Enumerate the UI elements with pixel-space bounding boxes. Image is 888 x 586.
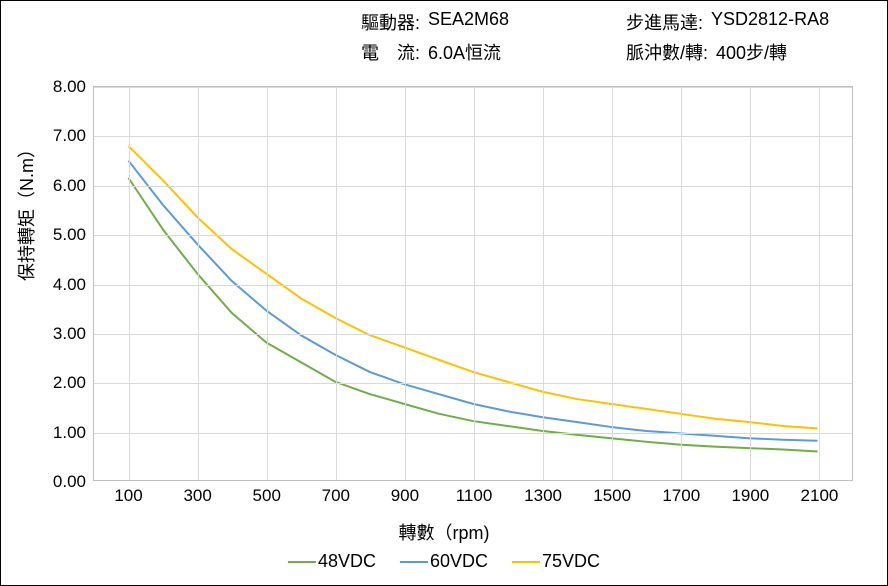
gridline-h <box>94 186 852 187</box>
gridline-v <box>612 87 613 480</box>
x-axis-label: 轉數（rpm) <box>399 519 490 545</box>
current-field: 電 流: 6.0A恒流 <box>361 39 626 65</box>
gridline-h <box>94 87 852 88</box>
y-tick-label: 2.00 <box>53 373 94 393</box>
chart-lines <box>94 87 852 480</box>
gridline-v <box>405 87 406 480</box>
x-tick-label: 1900 <box>731 480 769 506</box>
gridline-v <box>267 87 268 480</box>
gridline-h <box>94 334 852 335</box>
pulses-label: 脈沖數/轉: <box>626 39 708 65</box>
y-tick-label: 8.00 <box>53 77 94 97</box>
y-tick-label: 4.00 <box>53 275 94 295</box>
y-axis-label: 保持轉矩（N.m） <box>13 140 39 281</box>
header-row-1: 驅動器: SEA2M68 步進馬達: YSD2812-RA8 <box>1 9 887 35</box>
current-label: 電 流: <box>361 39 420 65</box>
legend-swatch <box>512 561 540 563</box>
gridline-h <box>94 383 852 384</box>
motor-value: YSD2812-RA8 <box>711 9 829 35</box>
legend-swatch <box>288 561 316 563</box>
x-tick-label: 300 <box>183 480 211 506</box>
gridline-h <box>94 433 852 434</box>
gridline-h <box>94 136 852 137</box>
gridline-v <box>750 87 751 480</box>
x-tick-label: 1300 <box>524 480 562 506</box>
legend-swatch <box>400 561 428 563</box>
gridline-h <box>94 235 852 236</box>
motor-field: 步進馬達: YSD2812-RA8 <box>626 9 829 35</box>
header-row-2: 電 流: 6.0A恒流 脈沖數/轉: 400步/轉 <box>1 39 887 65</box>
x-tick-label: 2100 <box>801 480 839 506</box>
driver-value: SEA2M68 <box>428 9 509 35</box>
gridline-v <box>336 87 337 480</box>
gridline-v <box>681 87 682 480</box>
gridline-v <box>819 87 820 480</box>
gridline-v <box>543 87 544 480</box>
chart-container: 驅動器: SEA2M68 步進馬達: YSD2812-RA8 電 流: 6.0A… <box>0 0 888 586</box>
y-tick-label: 3.00 <box>53 324 94 344</box>
gridline-v <box>474 87 475 480</box>
driver-field: 驅動器: SEA2M68 <box>361 9 626 35</box>
legend-label: 75VDC <box>542 551 600 572</box>
gridline-v <box>129 87 130 480</box>
series-line-48VDC <box>128 178 817 452</box>
y-tick-label: 5.00 <box>53 225 94 245</box>
x-tick-label: 1700 <box>662 480 700 506</box>
legend: 48VDC 60VDC 75VDC <box>288 551 600 572</box>
series-line-60VDC <box>128 161 817 441</box>
y-tick-label: 1.00 <box>53 423 94 443</box>
x-tick-label: 1100 <box>456 480 493 506</box>
y-tick-label: 0.00 <box>53 472 94 492</box>
y-tick-label: 6.00 <box>53 176 94 196</box>
pulses-field: 脈沖數/轉: 400步/轉 <box>626 39 787 65</box>
x-tick-label: 500 <box>253 480 281 506</box>
x-tick-label: 1500 <box>593 480 631 506</box>
plot-area: 0.001.002.003.004.005.006.007.008.001003… <box>93 86 853 481</box>
legend-label: 60VDC <box>430 551 488 572</box>
pulses-value: 400步/轉 <box>716 39 787 65</box>
legend-item-48VDC: 48VDC <box>288 551 376 572</box>
driver-label: 驅動器: <box>361 9 420 35</box>
chart-area: 0.001.002.003.004.005.006.007.008.001003… <box>93 86 853 481</box>
header: 驅動器: SEA2M68 步進馬達: YSD2812-RA8 電 流: 6.0A… <box>1 9 887 65</box>
legend-item-75VDC: 75VDC <box>512 551 600 572</box>
gridline-h <box>94 285 852 286</box>
gridline-v <box>198 87 199 480</box>
current-value: 6.0A恒流 <box>428 39 501 65</box>
x-tick-label: 700 <box>322 480 350 506</box>
series-line-75VDC <box>128 146 817 428</box>
x-tick-label: 900 <box>391 480 419 506</box>
legend-label: 48VDC <box>318 551 376 572</box>
legend-item-60VDC: 60VDC <box>400 551 488 572</box>
y-tick-label: 7.00 <box>53 126 94 146</box>
motor-label: 步進馬達: <box>626 9 703 35</box>
x-tick-label: 100 <box>114 480 142 506</box>
